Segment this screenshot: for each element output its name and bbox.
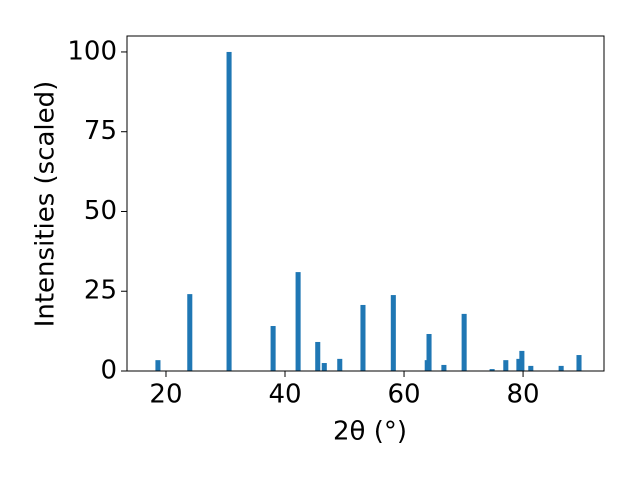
- y-axis-label: Intensities (scaled): [31, 81, 61, 328]
- y-tick-label: 25: [84, 276, 117, 306]
- x-tick-label: 40: [268, 380, 301, 410]
- bar: [576, 355, 582, 371]
- bar: [321, 363, 327, 371]
- x-tick-label: 20: [149, 380, 182, 410]
- bar: [360, 304, 366, 371]
- bar: [337, 358, 343, 371]
- bar: [461, 313, 467, 371]
- y-tick-label: 0: [100, 356, 117, 386]
- x-tick-label: 80: [507, 380, 540, 410]
- bar: [295, 272, 301, 371]
- bar: [270, 326, 276, 371]
- x-tick-label: 60: [387, 380, 420, 410]
- plot-frame: [126, 35, 605, 372]
- y-tick-label: 75: [84, 116, 117, 146]
- bar: [390, 295, 396, 371]
- bar: [519, 350, 525, 371]
- bar: [528, 365, 534, 371]
- bar: [155, 360, 161, 371]
- x-axis-label: 2θ (°): [333, 417, 407, 447]
- bar: [315, 341, 321, 371]
- bar: [226, 51, 232, 371]
- bar: [489, 369, 495, 371]
- y-tick-label: 100: [67, 36, 117, 66]
- bar: [516, 358, 522, 371]
- y-tick-label: 50: [84, 196, 117, 226]
- bar: [441, 364, 447, 371]
- bar: [558, 365, 564, 371]
- bar: [503, 360, 509, 371]
- bar: [426, 333, 432, 371]
- bar: [187, 294, 193, 371]
